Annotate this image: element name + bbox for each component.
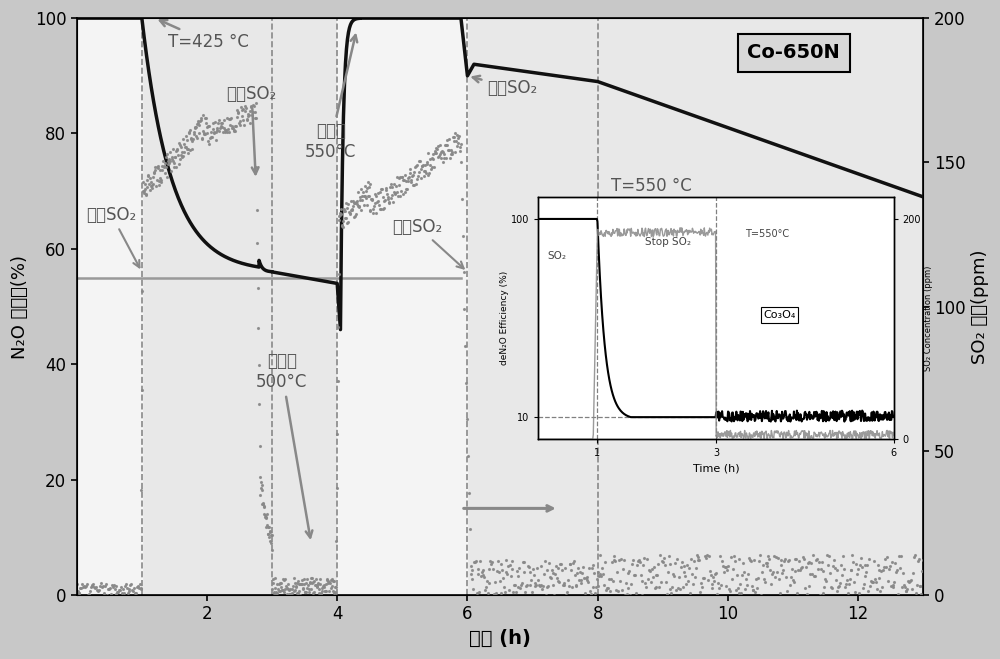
Text: 升温至
550°C: 升温至 550°C [305, 35, 357, 161]
Y-axis label: SO₂ 浓度(ppm): SO₂ 浓度(ppm) [971, 249, 989, 364]
Text: 关闭SO₂: 关闭SO₂ [226, 85, 277, 174]
Text: 关闭SO₂: 关闭SO₂ [473, 76, 537, 97]
Bar [337, 18, 467, 595]
Y-axis label: SO₂ Concentration (ppm): SO₂ Concentration (ppm) [924, 266, 933, 371]
Text: 通入SO₂: 通入SO₂ [393, 217, 464, 268]
Text: T=550 °C: T=550 °C [611, 177, 691, 195]
Text: Co-650N: Co-650N [747, 43, 840, 63]
X-axis label: 时间 (h): 时间 (h) [469, 629, 531, 648]
Bar [77, 18, 142, 595]
Text: 通入SO₂: 通入SO₂ [86, 206, 139, 268]
Text: T=425 °C: T=425 °C [160, 20, 249, 51]
Y-axis label: N₂O 转化率(%): N₂O 转化率(%) [11, 254, 29, 358]
Text: 升温至
500°C: 升温至 500°C [256, 353, 312, 538]
